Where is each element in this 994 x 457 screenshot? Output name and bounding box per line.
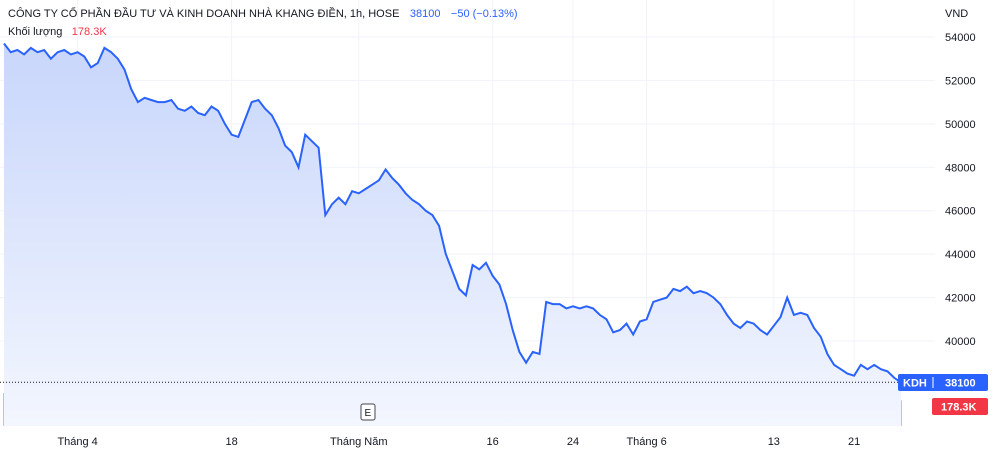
y-tick-label: 50000 [945, 119, 976, 131]
x-tick-label: Tháng Năm [330, 436, 387, 448]
y-tick-label: 52000 [945, 75, 976, 87]
legend-volume-label: Khối lượng [8, 26, 62, 38]
event-marker[interactable]: E [360, 403, 376, 421]
legend-change: −50 (−0.13%) [451, 8, 518, 20]
currency-label: VND [945, 8, 968, 20]
legend-line-1: CÔNG TY CỔ PHẦN ĐẦU TƯ VÀ KINH DOANH NHÀ… [8, 4, 518, 21]
x-axis: Tháng 4 18 Tháng Năm 16 24 Tháng 6 13 21 [57, 436, 860, 448]
badge-symbol: KDH [903, 378, 927, 390]
event-marker-label: E [365, 408, 372, 419]
x-tick-label: 24 [567, 436, 579, 448]
legend-last-price: 38100 [410, 8, 441, 20]
x-tick-label: 13 [768, 436, 780, 448]
badge-volume: 178.3K [941, 402, 977, 414]
badge-price: 38100 [945, 378, 976, 390]
legend-title: CÔNG TY CỔ PHẦN ĐẦU TƯ VÀ KINH DOANH NHÀ… [8, 7, 399, 20]
x-tick-label: Tháng 4 [57, 436, 97, 448]
legend-volume-value: 178.3K [72, 26, 108, 38]
symbol-price-badge: KDH 38100 [898, 374, 988, 391]
x-tick-label: 18 [225, 436, 237, 448]
x-tick-label: 16 [487, 436, 499, 448]
y-tick-label: 54000 [945, 32, 976, 44]
y-axis: 54000 52000 50000 48000 46000 44000 42000 40000 [945, 32, 976, 348]
x-tick-label: Tháng 6 [626, 436, 666, 448]
y-tick-label: 46000 [945, 206, 976, 218]
y-tick-label: 44000 [945, 249, 976, 261]
y-tick-label: 40000 [945, 336, 976, 348]
legend-line-2: Khối lượng 178.3K [8, 22, 107, 39]
price-line [3, 42, 902, 384]
volume-badge: 178.3K [932, 398, 988, 415]
x-tick-label: 21 [848, 436, 860, 448]
y-tick-label: 42000 [945, 293, 976, 305]
y-tick-label: 48000 [945, 162, 976, 174]
price-area-fill [4, 43, 901, 426]
